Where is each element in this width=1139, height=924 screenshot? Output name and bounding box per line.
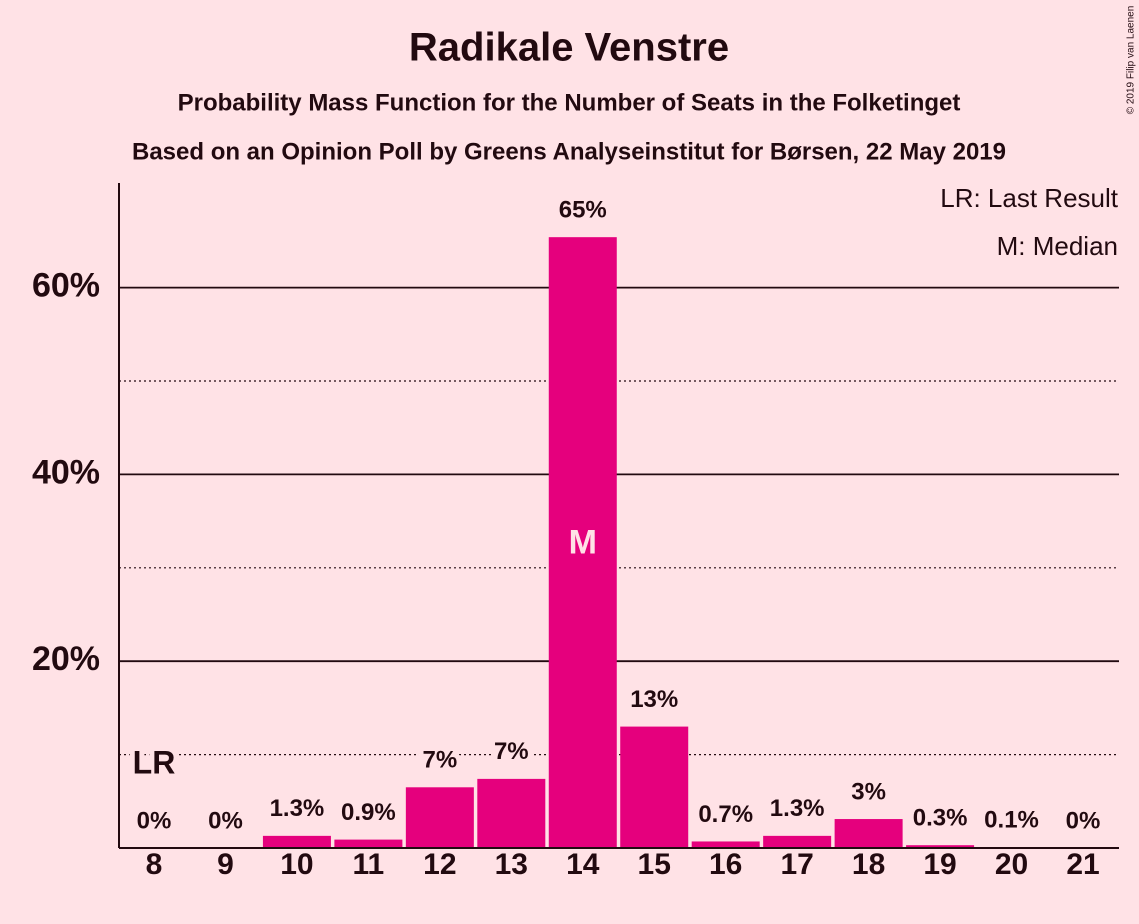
- bar: [548, 237, 617, 849]
- y-tick-label: 20%: [32, 640, 100, 678]
- bar: [691, 841, 760, 848]
- copyright: © 2019 Filip van Laenen: [1126, 6, 1137, 115]
- value-label: 0.1%: [984, 806, 1039, 833]
- value-label: 0.9%: [341, 799, 396, 826]
- x-tick-label: 19: [923, 848, 956, 881]
- bar: [477, 778, 546, 848]
- value-label: 7%: [423, 747, 458, 774]
- x-tick-label: 16: [709, 848, 742, 881]
- x-tick-label: 9: [217, 848, 234, 881]
- legend-entry: LR: Last Result: [940, 183, 1119, 213]
- chart-title: Radikale Venstre: [409, 26, 729, 70]
- x-tick-label: 17: [780, 848, 813, 881]
- bar: [834, 819, 903, 848]
- x-tick-label: 15: [638, 848, 671, 881]
- bar: [620, 726, 689, 848]
- x-tick-label: 12: [423, 848, 456, 881]
- x-tick-label: 13: [495, 848, 528, 881]
- legend-entry: M: Median: [997, 231, 1118, 261]
- value-label: 0%: [1066, 807, 1101, 834]
- value-label: 13%: [630, 686, 678, 713]
- last-result-marker: LR: [133, 744, 176, 780]
- x-tick-label: 18: [852, 848, 885, 881]
- bar: [906, 845, 975, 848]
- bar: [334, 839, 403, 848]
- source-note: Based on an Opinion Poll by Greens Analy…: [132, 138, 1006, 165]
- value-label: 0%: [137, 807, 172, 834]
- x-tick-label: 8: [146, 848, 163, 881]
- value-label: 1.3%: [770, 795, 825, 822]
- value-label: 3%: [851, 778, 886, 805]
- y-tick-label: 60%: [32, 267, 100, 305]
- value-label: 65%: [559, 197, 607, 224]
- median-marker: M: [569, 524, 597, 562]
- x-tick-label: 20: [995, 848, 1028, 881]
- value-label: 0%: [208, 807, 243, 834]
- x-tick-label: 11: [353, 848, 385, 881]
- x-tick-label: 14: [566, 848, 600, 881]
- bar: [763, 835, 832, 848]
- y-tick-label: 40%: [32, 453, 100, 491]
- bar: [262, 835, 331, 848]
- x-tick-label: 10: [280, 848, 313, 881]
- bar: [405, 787, 474, 848]
- value-label: 1.3%: [270, 795, 325, 822]
- x-tick-label: 21: [1066, 848, 1099, 881]
- chart-subtitle: Probability Mass Function for the Number…: [178, 89, 961, 116]
- value-label: 0.7%: [698, 801, 753, 828]
- value-label: 7%: [494, 738, 529, 765]
- value-label: 0.3%: [913, 805, 968, 832]
